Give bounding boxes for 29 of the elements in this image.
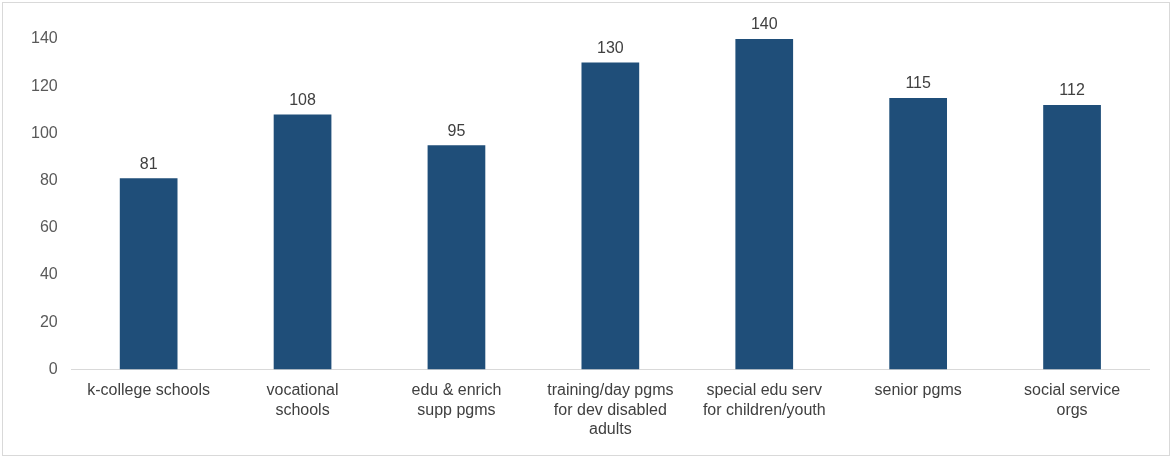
x-tick-label: senior pgms [874, 381, 962, 399]
data-label: 81 [139, 154, 158, 172]
y-tick-label: 40 [39, 265, 58, 283]
y-tick-label: 60 [39, 218, 58, 236]
y-tick-label: 140 [30, 29, 58, 47]
x-tick-label: training/day pgms for dev disabled adults [547, 381, 674, 437]
x-tick-label: special edu serv for children/youth [702, 381, 826, 418]
y-tick-label: 0 [48, 359, 58, 377]
data-label: 130 [597, 39, 624, 57]
y-tick-label: 20 [39, 312, 58, 330]
bar [1043, 105, 1101, 370]
x-tick-label: edu & enrich supp pgms [411, 381, 502, 418]
x-tick-label: vocational schools [266, 381, 339, 418]
bar [581, 62, 640, 370]
data-label: 95 [447, 121, 466, 139]
data-label: 112 [1059, 81, 1085, 99]
bar [889, 98, 948, 370]
y-tick-label: 100 [30, 123, 58, 141]
bar [735, 39, 794, 370]
data-label: 115 [905, 74, 931, 92]
bar [273, 114, 332, 370]
y-tick-label: 80 [39, 171, 58, 189]
data-label: 140 [750, 15, 778, 33]
x-tick-label: k-college schools [87, 381, 211, 399]
y-tick-label: 120 [30, 76, 58, 94]
bar [427, 145, 486, 370]
bar [119, 178, 178, 370]
x-tick-label: social service orgs [1024, 381, 1121, 418]
data-label: 108 [289, 90, 316, 108]
